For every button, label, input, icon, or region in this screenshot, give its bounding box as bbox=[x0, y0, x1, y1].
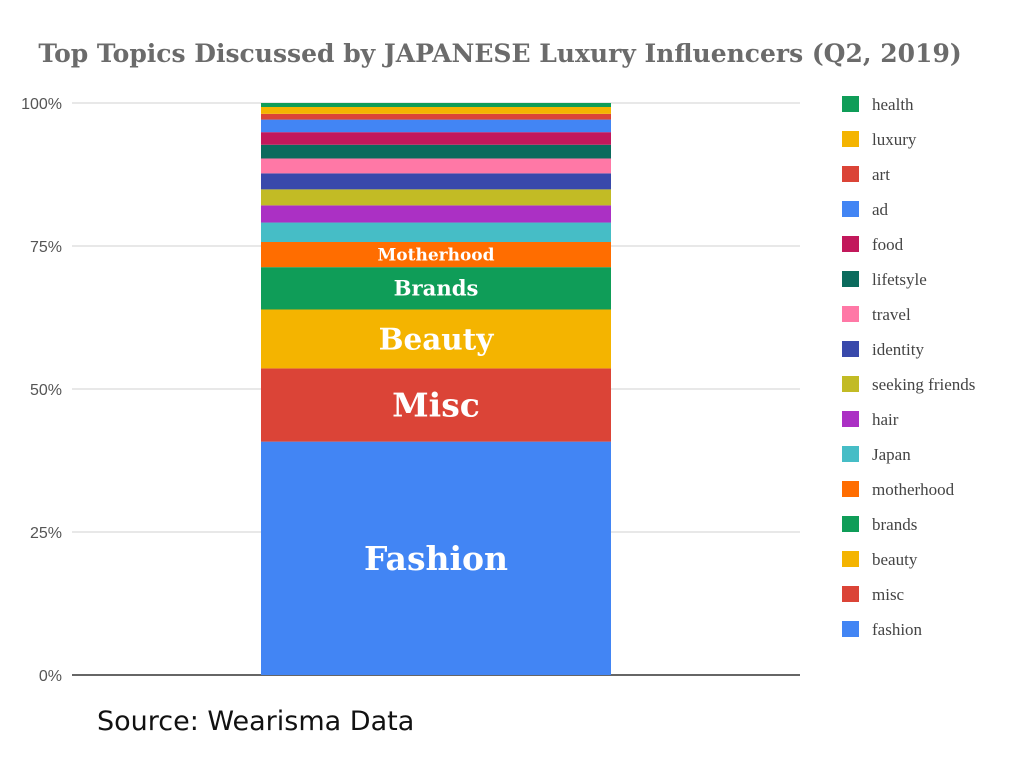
legend-swatch bbox=[842, 236, 859, 252]
bar-segment-fashion bbox=[261, 441, 611, 675]
legend-label: identity bbox=[872, 340, 924, 359]
legend-swatch bbox=[842, 341, 859, 357]
bar-segment-Japan bbox=[261, 222, 611, 242]
legend-label: health bbox=[872, 95, 914, 114]
segment-label-fashion: Fashion bbox=[364, 539, 508, 578]
segment-labels: Fashion Misc Beauty Brands Motherhood bbox=[364, 246, 508, 578]
legend-label: hair bbox=[872, 410, 899, 429]
legend-swatch bbox=[842, 306, 859, 322]
bar-stack bbox=[261, 103, 611, 675]
legend-swatch bbox=[842, 481, 859, 497]
legend-swatch bbox=[842, 131, 859, 147]
legend-label: motherhood bbox=[872, 480, 955, 499]
legend-label: art bbox=[872, 165, 890, 184]
legend-label: beauty bbox=[872, 550, 918, 569]
legend-swatch bbox=[842, 621, 859, 637]
legend-label: fashion bbox=[872, 620, 923, 639]
legend-label: ad bbox=[872, 200, 889, 219]
segment-label-motherhood: Motherhood bbox=[377, 246, 494, 266]
bar-segment-brands bbox=[261, 267, 611, 310]
y-axis-ticks: 0% 25% 50% 75% 100% bbox=[21, 96, 62, 685]
segment-label-brands: Brands bbox=[394, 276, 479, 301]
bar-segment-hair bbox=[261, 205, 611, 223]
y-tick-label: 50% bbox=[30, 382, 62, 399]
legend-swatch bbox=[842, 201, 859, 217]
chart-title: Top Topics Discussed by JAPANESE Luxury … bbox=[38, 39, 961, 68]
legend-swatch bbox=[842, 411, 859, 427]
bar-segment-art bbox=[261, 113, 611, 120]
legend-swatch bbox=[842, 166, 859, 182]
bar-segment-travel bbox=[261, 158, 611, 174]
bar-segment-health bbox=[261, 103, 611, 108]
source-note: Source: Wearisma Data bbox=[97, 706, 414, 737]
segment-label-misc: Misc bbox=[392, 386, 480, 425]
legend-label: luxury bbox=[872, 130, 917, 149]
legend-swatch bbox=[842, 551, 859, 567]
legend-label: misc bbox=[872, 585, 905, 604]
bar-segment-misc bbox=[261, 368, 611, 442]
bar-segment-seeking-friends bbox=[261, 189, 611, 206]
bar-segment-beauty bbox=[261, 309, 611, 369]
legend-swatch bbox=[842, 586, 859, 602]
legend-swatch bbox=[842, 376, 859, 392]
bar-segment-ad bbox=[261, 119, 611, 133]
legend-label: seeking friends bbox=[872, 375, 975, 394]
legend-label: food bbox=[872, 235, 904, 254]
legend-label: Japan bbox=[872, 445, 911, 464]
y-tick-label: 25% bbox=[30, 525, 62, 542]
bar-segment-luxury bbox=[261, 107, 611, 114]
legend-label: brands bbox=[872, 515, 917, 534]
bar-segment-lifetsyle bbox=[261, 144, 611, 159]
segment-label-beauty: Beauty bbox=[379, 321, 495, 356]
legend-swatch bbox=[842, 96, 859, 112]
legend: health luxury art ad food lifetsyle travel iden… bbox=[842, 95, 975, 639]
legend-label: lifetsyle bbox=[872, 270, 927, 289]
y-tick-label: 75% bbox=[30, 239, 62, 256]
legend-swatch bbox=[842, 446, 859, 462]
y-tick-label: 0% bbox=[39, 668, 62, 685]
legend-swatch bbox=[842, 516, 859, 532]
bar-segment-motherhood bbox=[261, 241, 611, 268]
bar-segment-food bbox=[261, 132, 611, 145]
bar-segment-identity bbox=[261, 173, 611, 190]
y-tick-label: 100% bbox=[21, 96, 62, 113]
legend-label: travel bbox=[872, 305, 911, 324]
legend-swatch bbox=[842, 271, 859, 287]
